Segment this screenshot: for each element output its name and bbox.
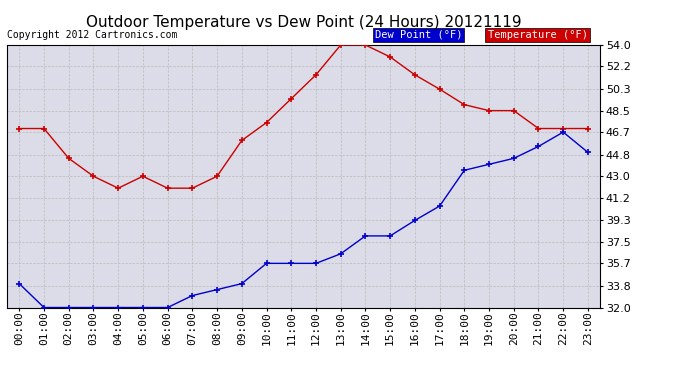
Text: Outdoor Temperature vs Dew Point (24 Hours) 20121119: Outdoor Temperature vs Dew Point (24 Hou… <box>86 15 522 30</box>
Text: Copyright 2012 Cartronics.com: Copyright 2012 Cartronics.com <box>7 30 177 40</box>
Text: Temperature (°F): Temperature (°F) <box>488 30 588 40</box>
Text: Dew Point (°F): Dew Point (°F) <box>375 30 462 40</box>
